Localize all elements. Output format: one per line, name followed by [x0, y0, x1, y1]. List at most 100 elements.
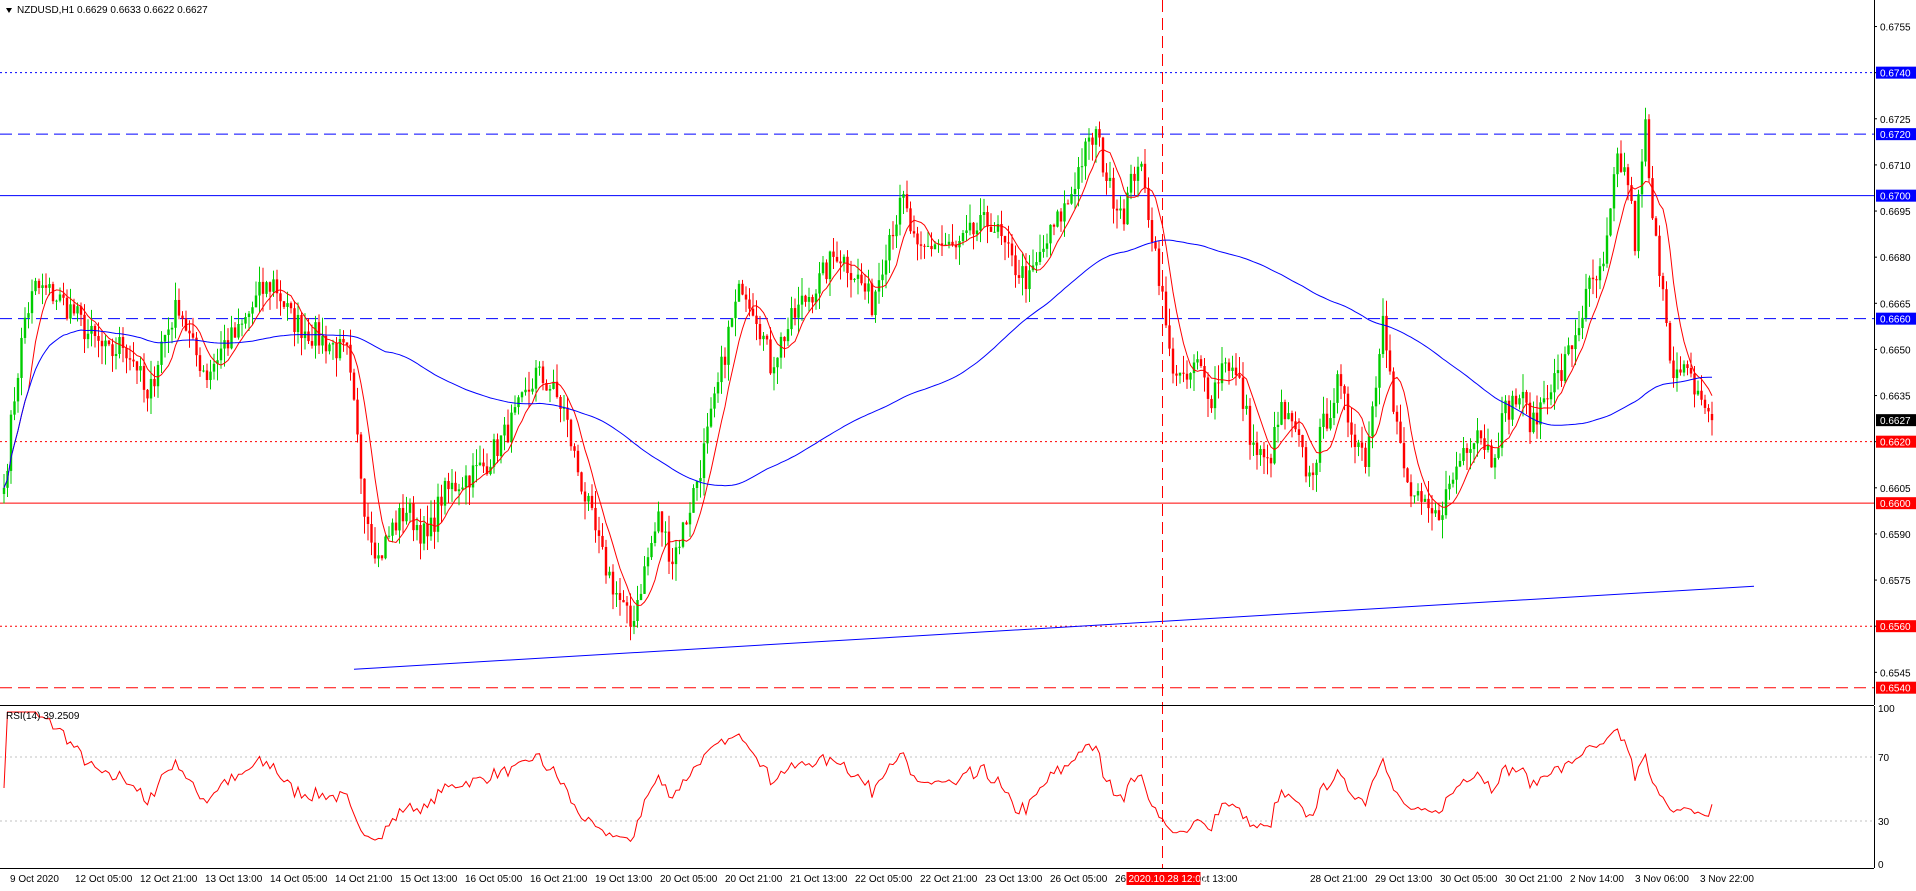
candle-body	[1504, 400, 1507, 414]
candle-body	[1696, 390, 1700, 395]
candle-body	[657, 511, 660, 532]
candle-body	[366, 516, 370, 524]
candle-body	[27, 313, 30, 318]
candle-body	[226, 340, 230, 349]
candle-body	[646, 557, 650, 567]
candle-body	[1588, 277, 1591, 289]
candle-body	[1402, 443, 1406, 469]
candle-body	[1332, 402, 1336, 419]
candle-body	[394, 522, 398, 531]
candle-body	[1017, 275, 1021, 278]
candle-body	[69, 304, 72, 319]
candle-body	[65, 297, 69, 319]
candle-body	[790, 308, 793, 330]
level-tag-0.6720-bg	[1876, 128, 1916, 141]
candle-body	[408, 503, 412, 513]
candle-body	[478, 462, 482, 466]
candle-body	[510, 412, 513, 443]
candle-body	[734, 301, 737, 319]
candle-body	[1360, 442, 1364, 448]
candle-body	[293, 308, 296, 332]
candle-body	[800, 295, 804, 305]
candle-body	[436, 496, 440, 532]
candle-body	[1672, 360, 1675, 379]
collapse-triangle-icon[interactable]	[6, 8, 12, 13]
candle-body	[223, 340, 226, 349]
candle-body	[548, 388, 552, 391]
candle-body	[961, 232, 965, 241]
candle-body	[1178, 372, 1182, 376]
candle-body	[1539, 402, 1542, 425]
candle-body	[1112, 177, 1115, 209]
candle-body	[541, 366, 545, 383]
candle-body	[951, 241, 954, 245]
rsi-tick-30: 30	[1878, 817, 1890, 828]
level-tag-0.6740: 0.6740	[1880, 69, 1911, 80]
candle-body	[1535, 412, 1539, 425]
candle-body	[503, 424, 506, 436]
candle-body	[1570, 345, 1574, 350]
price-tick-label: 0.6545	[1880, 668, 1911, 679]
candle-body	[1297, 429, 1301, 436]
candle-body	[244, 317, 247, 324]
candle-body	[793, 308, 797, 318]
candle-body	[1644, 119, 1647, 162]
candle-body	[331, 343, 335, 345]
candle-body	[1140, 163, 1143, 167]
candle-body	[975, 230, 979, 235]
rsi-panel[interactable]: RSI(14) 39.2509 100 70 30 0	[0, 704, 1895, 871]
candle-body	[776, 357, 779, 368]
candle-body	[576, 450, 580, 473]
candle-body	[671, 561, 674, 565]
candle-body	[1087, 137, 1091, 142]
candle-body	[849, 273, 853, 280]
candle-body	[142, 366, 146, 390]
candle-body	[758, 324, 762, 340]
candle-body	[1525, 391, 1528, 403]
candle-body	[412, 503, 415, 531]
candle-body	[216, 360, 219, 364]
candle-body	[1434, 510, 1437, 514]
candle-body	[1273, 426, 1276, 464]
price-tick-label: 0.6680	[1880, 253, 1911, 264]
price-panel[interactable]: 0.6755 0.6740 0.6725 0.6710 0.6695 0.6680 0.66…	[0, 0, 1916, 868]
price-tick-label: 0.6590	[1880, 530, 1911, 541]
candle-body	[286, 303, 289, 307]
candle-body	[496, 439, 499, 457]
candle-body	[384, 536, 387, 559]
candle-body	[751, 308, 755, 316]
candle-body	[209, 371, 212, 381]
candle-body	[1021, 266, 1024, 278]
candle-body	[296, 314, 300, 332]
candle-body	[1108, 177, 1112, 181]
fast-ma-line	[3, 148, 1713, 606]
candle-body	[1378, 354, 1381, 388]
candle-body	[1476, 430, 1479, 444]
candle-body	[874, 291, 877, 316]
candle-body	[870, 283, 874, 316]
candle-body	[41, 285, 44, 288]
candle-body	[1199, 359, 1203, 367]
candle-body	[1322, 413, 1325, 427]
level-tag-0.6600: 0.6600	[1880, 499, 1911, 510]
candle-body	[30, 291, 34, 314]
horizontal-level-lines[interactable]	[0, 72, 1874, 689]
candle-body	[314, 322, 317, 346]
candle-body	[1483, 438, 1486, 450]
trendline[interactable]	[353, 585, 1755, 670]
candle-body	[121, 337, 125, 348]
candle-body	[391, 522, 394, 536]
candle-body	[83, 314, 86, 340]
candle-body	[597, 530, 601, 536]
level-tag-0.6660-bg	[1876, 312, 1916, 325]
candle-body	[1392, 371, 1395, 412]
candle-body	[1094, 129, 1098, 145]
candle-body	[835, 256, 839, 262]
candle-body	[454, 482, 457, 492]
candle-body	[1185, 373, 1189, 380]
candle-body	[1189, 373, 1192, 380]
candle-body	[471, 465, 475, 488]
candle-body	[842, 256, 846, 264]
trendline-segment[interactable]	[353, 585, 1755, 670]
